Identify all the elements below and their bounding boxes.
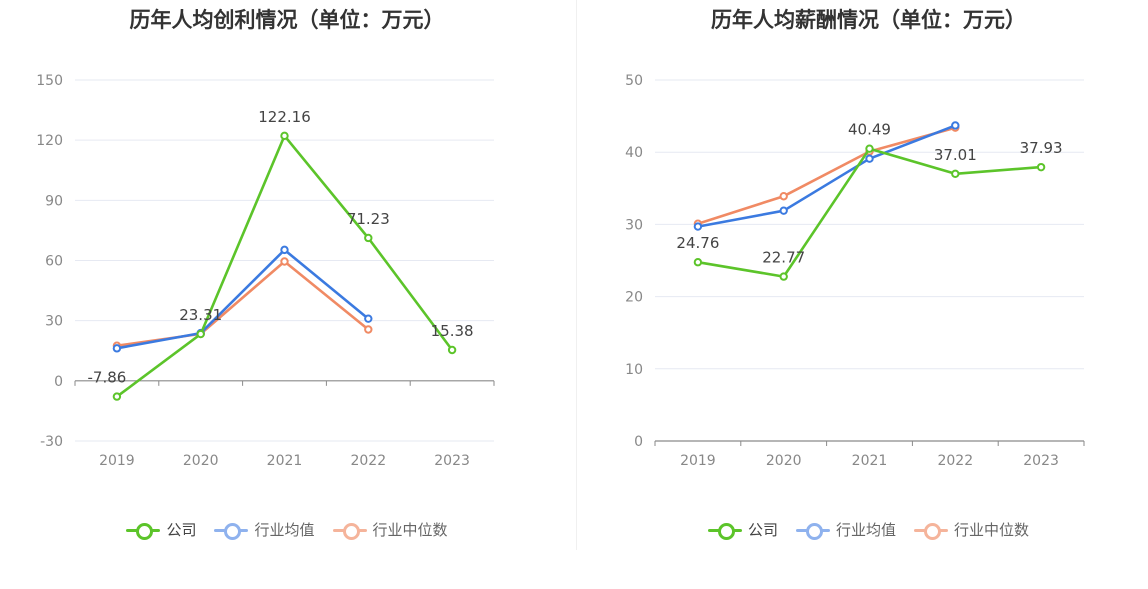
y-tick-label: 90 xyxy=(45,193,63,209)
data-label: 24.76 xyxy=(676,234,719,252)
data-label: 15.38 xyxy=(431,322,474,340)
y-tick-label: 40 xyxy=(625,145,643,161)
y-tick-label: 0 xyxy=(634,434,643,450)
legend-item-industry-mean[interactable]: 行业均值 xyxy=(214,519,315,540)
y-tick-label: 20 xyxy=(625,290,643,306)
legend-item-company[interactable]: 公司 xyxy=(126,519,196,540)
x-tick-label: 2023 xyxy=(1023,453,1059,469)
x-tick-label: 2022 xyxy=(350,453,386,469)
data-point xyxy=(779,192,788,201)
chart-title: 历年人均创利情况（单位：万元） xyxy=(129,8,445,32)
data-point xyxy=(951,121,960,130)
legend-line-circle-icon xyxy=(914,521,948,540)
y-tick-label: 30 xyxy=(625,217,643,233)
x-tick-label: 2021 xyxy=(267,453,303,469)
data-point xyxy=(196,329,205,339)
legend-label: 行业均值 xyxy=(835,521,896,539)
data-point xyxy=(364,325,373,334)
data-point xyxy=(1036,162,1046,172)
series-line xyxy=(697,126,956,225)
y-tick-label: 0 xyxy=(54,374,63,390)
legend-line-circle-icon xyxy=(707,521,742,540)
data-label: -7.86 xyxy=(87,369,126,387)
y-tick-label: 60 xyxy=(45,254,63,270)
legend-item-company[interactable]: 公司 xyxy=(707,519,778,540)
legend-item-industry-median[interactable]: 行业中位数 xyxy=(332,519,448,540)
data-point xyxy=(779,272,788,281)
legend-line-circle-icon xyxy=(795,521,830,540)
x-tick-label: 2020 xyxy=(183,453,219,469)
salary-per-capita-chart: 历年人均薪酬情况（单位：万元） 0 10 20 30 40 50 2019 2020 2021 2… xyxy=(589,0,1148,589)
salary-line-chart: 0 10 20 30 40 50 2019 2020 2021 2022 2023 24.76 22.7… xyxy=(625,73,1085,469)
data-point xyxy=(693,258,703,267)
legend-line-circle-icon xyxy=(214,521,249,540)
legend-label: 行业均值 xyxy=(254,521,315,539)
data-point xyxy=(447,345,457,355)
series-line xyxy=(697,147,1042,278)
legend-item-industry-median[interactable]: 行业中位数 xyxy=(914,519,1029,540)
legend-line-circle-icon xyxy=(332,521,367,540)
series-line xyxy=(116,260,370,347)
legend-line-circle-icon xyxy=(126,521,161,540)
y-tick-label: 10 xyxy=(625,362,643,378)
chart-legend: 公司 行业均值 行业中位数 xyxy=(0,519,574,540)
data-label: 23.31 xyxy=(179,306,222,324)
data-point xyxy=(112,344,122,353)
y-tick-label: 120 xyxy=(36,133,63,149)
profit-per-capita-chart: 历年人均创利情况（单位：万元） -30 0 30 60 90 120 150 2019 2020… xyxy=(0,8,574,540)
data-label: 37.93 xyxy=(1020,139,1063,157)
series-line xyxy=(697,124,956,228)
series-line xyxy=(116,248,370,350)
y-tick-label: 150 xyxy=(36,73,63,89)
y-tick-label: 50 xyxy=(625,73,643,89)
data-point xyxy=(112,392,122,401)
x-tick-label: 2019 xyxy=(680,453,716,469)
legend-label: 行业中位数 xyxy=(372,521,448,539)
x-tick-label: 2022 xyxy=(937,453,973,469)
y-tick-label: 30 xyxy=(45,314,63,330)
data-label: 40.49 xyxy=(848,121,891,139)
data-point xyxy=(364,233,373,243)
x-tick-label: 2023 xyxy=(434,453,470,469)
data-label: 71.23 xyxy=(347,210,390,228)
legend-label: 公司 xyxy=(747,521,778,539)
profit-line-chart: -30 0 30 60 90 120 150 2019 2020 2021 2022 2023 -7.8… xyxy=(36,73,495,469)
data-point xyxy=(779,206,788,215)
data-point xyxy=(865,154,874,163)
data-point xyxy=(280,257,289,266)
data-label: 37.01 xyxy=(934,146,977,164)
y-tick-label: -30 xyxy=(40,434,63,450)
panel-divider xyxy=(576,0,577,550)
data-point xyxy=(364,314,373,323)
series-line xyxy=(116,134,454,398)
data-point xyxy=(280,131,289,141)
data-point xyxy=(693,222,703,231)
x-tick-label: 2021 xyxy=(852,453,888,469)
x-tick-label: 2020 xyxy=(766,453,802,469)
data-point xyxy=(280,245,289,255)
legend-label: 公司 xyxy=(166,521,197,539)
legend-label: 行业中位数 xyxy=(954,521,1030,539)
data-label: 122.16 xyxy=(258,108,311,126)
legend-item-industry-mean[interactable]: 行业均值 xyxy=(795,519,896,540)
chart-legend: 公司 行业均值 行业中位数 xyxy=(589,519,1148,540)
data-label: 22.77 xyxy=(762,249,805,267)
data-point xyxy=(951,169,960,178)
chart-title: 历年人均薪酬情况（单位：万元） xyxy=(711,8,1026,32)
x-tick-label: 2019 xyxy=(99,453,135,469)
data-point xyxy=(865,144,874,153)
